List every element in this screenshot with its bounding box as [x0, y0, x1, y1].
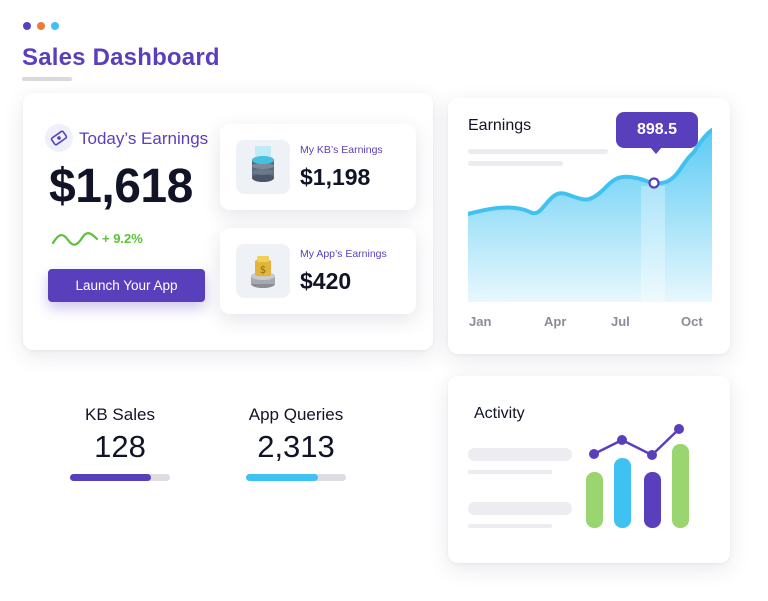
- page-title: Sales Dashboard: [22, 44, 220, 71]
- activity-line: [593, 428, 680, 457]
- app-queries-progress: [246, 474, 346, 481]
- database-icon: [236, 140, 290, 194]
- todays-earnings-label: Today’s Earnings: [79, 129, 209, 148]
- app-earnings-value: $420: [300, 268, 352, 294]
- earnings-tooltip: 898.5: [616, 112, 698, 154]
- activity-point: [589, 449, 599, 459]
- month-label: Apr: [544, 314, 567, 329]
- window-dot-purple[interactable]: [23, 22, 31, 30]
- activity-title: Activity: [474, 405, 525, 422]
- month-label: Jan: [469, 314, 492, 329]
- kb-earnings-value: $1,198: [300, 164, 371, 190]
- activity-bar: [672, 444, 689, 528]
- window-dot-orange[interactable]: [37, 22, 45, 30]
- app-queries-label: App Queries: [248, 405, 344, 424]
- activity-card: Activity: [448, 376, 730, 563]
- earnings-chart-card: Earnings 898.5 Jan Apr Jul Oct: [448, 98, 730, 354]
- launch-app-button[interactable]: Launch Your App: [48, 269, 205, 302]
- activity-point: [617, 435, 627, 445]
- app-earnings-label: My App’s Earnings: [300, 248, 387, 260]
- activity-point: [674, 424, 684, 434]
- activity-bar: [614, 458, 631, 528]
- activity-bar-chart[interactable]: [578, 416, 698, 536]
- placeholder-line: [468, 470, 552, 474]
- ticket-icon: [45, 124, 73, 152]
- activity-bar: [644, 472, 661, 528]
- placeholder-line: [468, 448, 572, 461]
- earnings-change: + 9.2%: [102, 231, 143, 246]
- kb-sales-progress-fill: [70, 474, 151, 481]
- earnings-chart-title: Earnings: [468, 117, 532, 134]
- coin-stack-icon: $: [236, 244, 290, 298]
- activity-point: [647, 450, 657, 460]
- earnings-area-chart[interactable]: [468, 128, 712, 304]
- title-underline: [22, 77, 72, 81]
- kb-sales-value: 128: [94, 429, 146, 464]
- kb-sales-label: KB Sales: [85, 405, 155, 424]
- placeholder-line: [468, 524, 552, 528]
- app-earnings-card[interactable]: $ My App’s Earnings $420: [220, 228, 416, 314]
- window-dot-blue[interactable]: [51, 22, 59, 30]
- kb-sales-progress: [70, 474, 170, 481]
- placeholder-line: [468, 502, 572, 515]
- trend-line-icon: [51, 232, 99, 246]
- svg-text:$: $: [260, 265, 266, 276]
- placeholder-line: [468, 149, 608, 154]
- kb-earnings-label: My KB’s Earnings: [300, 144, 383, 156]
- month-label: Oct: [681, 314, 703, 329]
- activity-bar: [586, 472, 603, 528]
- month-label: Jul: [611, 314, 630, 329]
- app-queries-value: 2,313: [257, 429, 335, 464]
- app-queries-progress-fill: [246, 474, 318, 481]
- placeholder-line: [468, 161, 563, 166]
- chart-point-marker: [648, 177, 660, 189]
- todays-earnings-amount: $1,618: [49, 160, 193, 213]
- kb-earnings-card[interactable]: My KB’s Earnings $1,198: [220, 124, 416, 210]
